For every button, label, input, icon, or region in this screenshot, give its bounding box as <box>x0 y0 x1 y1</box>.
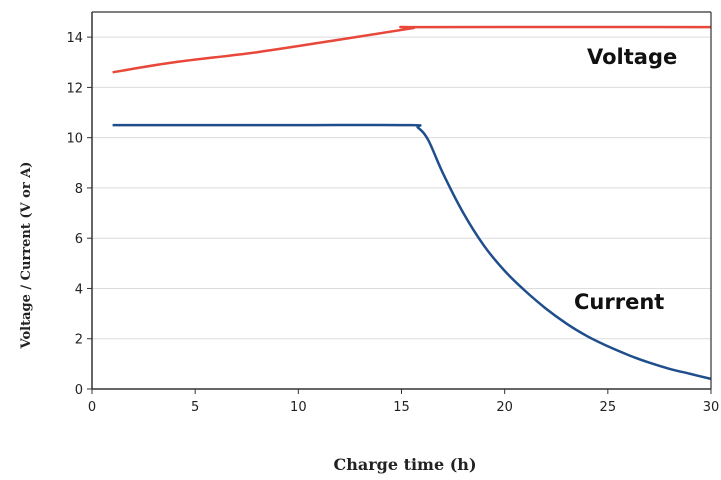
y-tick-label: 14 <box>66 31 83 46</box>
axes <box>91 11 712 390</box>
series-line-voltage <box>112 25 712 74</box>
y-tick-label: 8 <box>75 182 83 197</box>
x-tick-label: 20 <box>496 400 513 415</box>
y-tick-label: 6 <box>75 232 83 247</box>
series-label-voltage: Voltage <box>587 45 677 69</box>
series-line-current <box>112 123 712 381</box>
y-axis-label: Voltage / Current (V or A) <box>19 162 34 350</box>
x-tick-label: 0 <box>88 400 96 415</box>
x-tick-label: 30 <box>703 400 720 415</box>
series-label-current: Current <box>574 290 664 314</box>
y-axis-ticks: 0 2 4 6 8 10 12 14 <box>66 31 92 398</box>
y-tick-label: 2 <box>75 333 83 348</box>
x-tick-label: 10 <box>290 400 307 415</box>
x-tick-label: 5 <box>191 400 199 415</box>
x-tick-label: 15 <box>393 400 410 415</box>
gridlines <box>92 36 711 340</box>
y-tick-label: 4 <box>75 282 83 297</box>
x-tick-label: 25 <box>600 400 617 415</box>
x-axis-label: Charge time (h) <box>333 455 476 474</box>
x-axis-ticks: 0 5 10 15 20 25 30 <box>88 389 719 415</box>
y-tick-label: 0 <box>75 383 83 398</box>
series-lines <box>112 25 712 381</box>
y-tick-label: 12 <box>66 81 83 96</box>
y-tick-label: 10 <box>66 132 83 147</box>
